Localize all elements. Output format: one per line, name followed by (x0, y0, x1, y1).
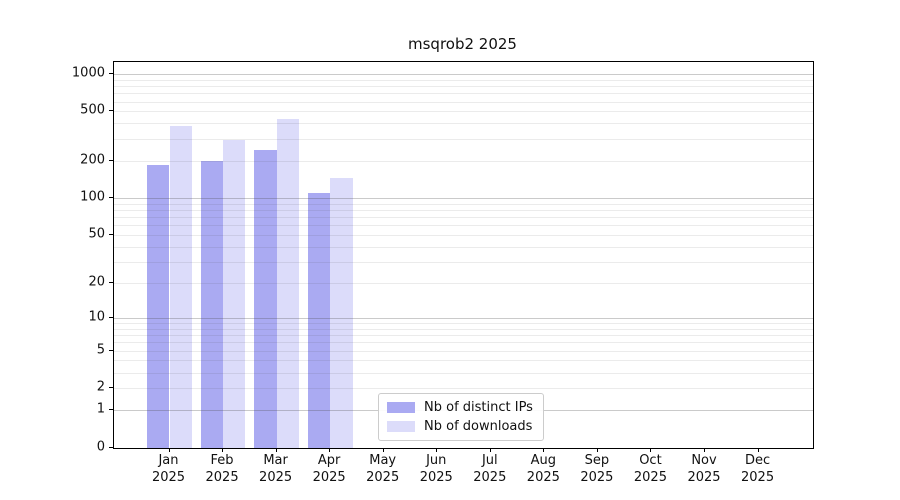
y-tick-100 (109, 196, 113, 198)
x-tick-nov (704, 448, 705, 452)
x-tick-feb (222, 448, 224, 452)
chart-title: msqrob2 2025 (408, 35, 517, 53)
x-tick-label-may: May 2025 (366, 453, 400, 485)
y-tick-label-0: 0 (96, 439, 105, 454)
gridline-minor-9 (114, 323, 813, 324)
gridline-minor-70 (114, 217, 813, 219)
gridline-minor-800 (114, 85, 813, 87)
gridline-minor-7 (114, 335, 813, 337)
gridline-minor-200 (114, 160, 813, 162)
y-tick-10 (109, 316, 113, 318)
x-tick-label-oct: Oct 2025 (633, 453, 667, 485)
legend-swatch-distinct-ips (387, 402, 415, 413)
x-tick-label-mar: Mar 2025 (259, 453, 293, 485)
y-tick-label-100: 100 (80, 189, 105, 205)
bar-nb-of-distinct-ips-apr (307, 192, 331, 448)
y-tick-20 (109, 281, 113, 283)
legend-item-distinct-ips: Nb of distinct IPs (387, 400, 533, 415)
legend-item-downloads: Nb of downloads (387, 419, 533, 434)
legend-label-distinct-ips: Nb of distinct IPs (424, 400, 533, 415)
y-tick-2 (109, 387, 113, 389)
x-tick-sep (596, 448, 598, 452)
y-tick-500 (109, 110, 113, 112)
x-tick-apr (329, 448, 331, 452)
plot-area: Nb of distinct IPs Nb of downloads (113, 61, 814, 449)
x-tick-may (382, 448, 384, 452)
bars-layer (114, 62, 813, 448)
gridline-minor-600 (114, 101, 813, 103)
x-tick-label-jun: Jun 2025 (419, 453, 453, 485)
y-tick-label-1000: 1000 (71, 65, 105, 81)
x-tick-jan (168, 448, 170, 452)
y-tick-200 (109, 159, 113, 161)
x-tick-oct (650, 448, 652, 452)
gridline-minor-60 (114, 225, 813, 227)
bar-nb-of-downloads-apr (330, 178, 353, 448)
y-tick-label-200: 200 (80, 152, 105, 168)
y-tick-label-500: 500 (80, 102, 105, 118)
x-tick-mar (275, 448, 277, 452)
x-tick-label-jan: Jan 2025 (151, 453, 186, 485)
y-tick-label-1: 1 (96, 401, 105, 417)
gridline-minor-8 (114, 328, 813, 330)
legend-label-downloads: Nb of downloads (424, 419, 533, 434)
legend-swatch-downloads (387, 421, 415, 432)
bar-nb-of-downloads-jan (169, 126, 192, 448)
gridline-minor-4 (114, 360, 813, 362)
gridline-minor-700 (114, 93, 813, 95)
y-tick-1 (109, 409, 113, 411)
gridline-minor-80 (114, 209, 813, 211)
gridline-minor-400 (114, 123, 813, 125)
x-tick-jul (489, 448, 491, 452)
y-tick-label-5: 5 (96, 342, 105, 358)
gridline-major-10 (114, 317, 813, 319)
gridline-minor-900 (114, 79, 813, 81)
gridline-major-1000 (114, 73, 813, 75)
gridlines-layer (114, 62, 813, 448)
x-tick-label-sep: Sep 2025 (580, 453, 614, 485)
gridline-minor-300 (114, 138, 813, 140)
bar-nb-of-downloads-feb (223, 139, 246, 448)
gridline-minor-500 (114, 111, 813, 113)
legend: Nb of distinct IPs Nb of downloads (378, 393, 544, 441)
gridline-minor-30 (114, 261, 813, 263)
x-tick-label-feb: Feb 2025 (205, 453, 239, 485)
gridline-minor-3 (114, 372, 813, 374)
gridline-major-100 (114, 197, 813, 199)
gridline-minor-2 (114, 388, 813, 390)
gridline-minor-5 (114, 350, 813, 352)
gridline-minor-40 (114, 246, 813, 248)
x-tick-aug (543, 448, 545, 452)
bar-nb-of-distinct-ips-feb (200, 160, 224, 448)
y-tick-1000 (109, 72, 113, 74)
bar-nb-of-distinct-ips-mar (254, 149, 277, 448)
y-tick-label-20: 20 (88, 274, 105, 290)
bar-nb-of-distinct-ips-jan (147, 164, 170, 448)
y-tick-label-10: 10 (88, 309, 105, 325)
x-tick-label-dec: Dec 2025 (741, 453, 775, 485)
gridline-minor-20 (114, 282, 813, 284)
y-tick-5 (109, 349, 113, 351)
gridline-minor-90 (114, 203, 813, 205)
y-tick-label-50: 50 (88, 226, 105, 242)
x-tick-label-aug: Aug 2025 (526, 453, 560, 485)
y-tick-50 (109, 233, 113, 235)
gridline-minor-50 (114, 234, 813, 236)
x-tick-label-apr: Apr 2025 (312, 453, 346, 485)
bar-nb-of-downloads-mar (276, 118, 299, 448)
y-tick-0 (109, 446, 113, 448)
x-tick-jun (436, 448, 438, 452)
gridline-minor-6 (114, 342, 813, 344)
x-tick-dec (757, 448, 759, 452)
y-tick-label-2: 2 (96, 379, 105, 395)
x-tick-label-jul: Jul 2025 (473, 453, 507, 485)
x-tick-label-nov: Nov 2025 (687, 453, 721, 485)
